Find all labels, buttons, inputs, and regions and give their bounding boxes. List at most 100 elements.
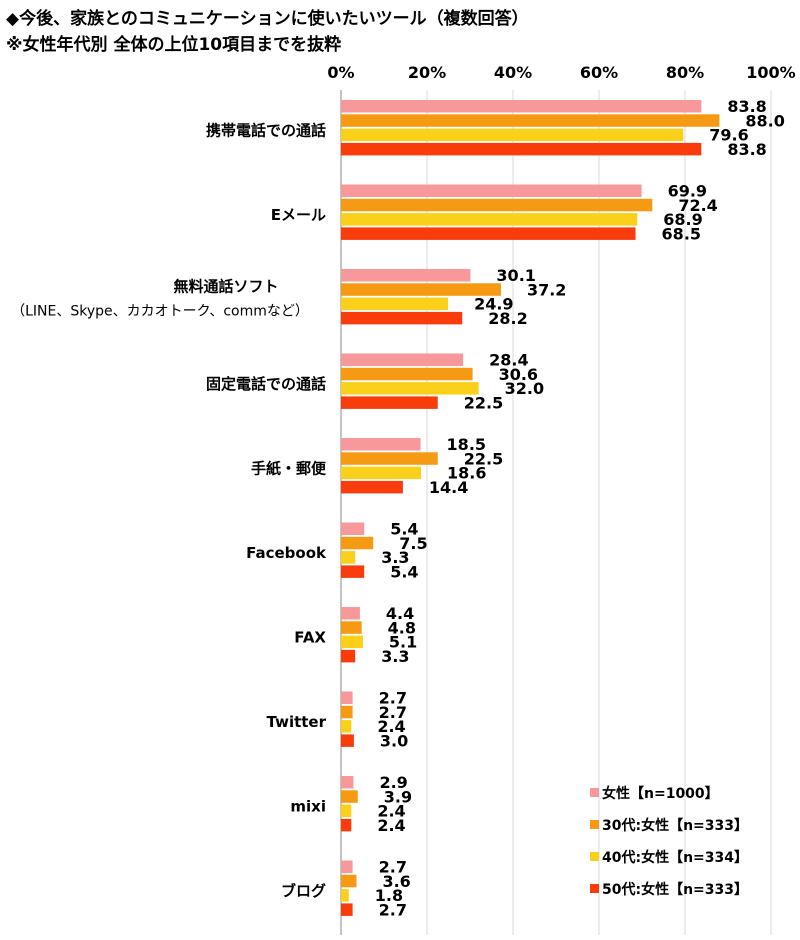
data-label: 2.7 (379, 703, 407, 722)
bar (341, 396, 438, 409)
bar (341, 311, 463, 325)
legend-swatch (590, 884, 599, 893)
data-label: 3.3 (381, 647, 409, 666)
bar (341, 227, 636, 240)
category-label: mixi (290, 797, 326, 815)
data-label: 5.4 (390, 562, 418, 581)
bar (341, 734, 354, 747)
legend-entry: 女性【n=1000】 (602, 785, 719, 802)
data-label: 5.4 (390, 520, 418, 539)
bar (341, 269, 471, 282)
legend-swatch (590, 820, 599, 829)
category-label: Twitter (267, 713, 327, 731)
bar (341, 551, 356, 564)
data-label: 83.8 (727, 140, 766, 159)
data-label: 4.8 (388, 618, 416, 637)
data-label: 72.4 (678, 196, 717, 215)
data-label: 79.6 (709, 126, 748, 145)
bar (341, 184, 642, 197)
category-label: ブログ (281, 882, 326, 900)
bar (341, 128, 684, 142)
bar (341, 114, 720, 127)
legend-swatch (590, 852, 599, 861)
data-label: 2.7 (379, 900, 407, 919)
category-label: Facebook (246, 544, 327, 562)
bar (341, 635, 363, 649)
legend-entry: 30代:女性【n=333】 (602, 817, 748, 834)
data-label: 83.8 (727, 97, 766, 116)
bar (341, 198, 653, 212)
data-label: 22.5 (464, 449, 503, 468)
legend-entry: 50代:女性【n=333】 (602, 881, 748, 898)
data-label: 2.7 (379, 858, 407, 877)
data-label: 18.6 (447, 464, 486, 483)
data-label: 3.3 (381, 548, 409, 567)
data-label: 68.9 (663, 210, 702, 229)
legend-entry: 40代:女性【n=334】 (602, 849, 748, 866)
bar (341, 607, 360, 620)
category-label: 固定電話での通話 (206, 375, 326, 393)
bar (341, 874, 357, 888)
bar (341, 297, 449, 311)
x-tick-label: 80% (666, 63, 704, 82)
bar (341, 213, 638, 226)
legend-swatch (590, 788, 599, 797)
x-tick-label: 100% (746, 63, 795, 82)
category-label: Eメール (271, 206, 326, 224)
data-label: 30.6 (499, 365, 538, 384)
data-label: 68.5 (662, 224, 701, 243)
bar (341, 860, 353, 873)
x-tick-label: 0% (327, 63, 354, 82)
legend: 女性【n=1000】 30代:女性【n=333】 40代:女性【n=334】 50代:… (590, 785, 748, 898)
data-label: 7.5 (399, 534, 427, 553)
x-tick-label: 60% (580, 63, 618, 82)
data-label: 37.2 (527, 280, 566, 299)
data-label: 24.9 (474, 295, 513, 314)
data-label: 2.4 (377, 717, 405, 736)
bar (341, 100, 702, 113)
bar (341, 382, 479, 395)
bar (341, 367, 473, 381)
data-label: 28.2 (488, 309, 527, 328)
value-labels: 83.888.079.683.869.972.468.968.530.137.2… (375, 97, 785, 919)
bar (341, 480, 403, 494)
x-tick-label: 40% (494, 63, 532, 82)
data-label: 14.4 (429, 478, 468, 497)
bar (341, 889, 349, 902)
bar (341, 142, 702, 156)
bar (341, 565, 365, 578)
data-label: 3.0 (380, 731, 408, 750)
data-label: 69.9 (668, 182, 707, 201)
data-label: 2.4 (377, 816, 405, 835)
data-label: 3.6 (382, 872, 410, 891)
bar (341, 705, 353, 719)
category-label: 携帯電話での通話 (206, 121, 326, 139)
bar (341, 283, 501, 296)
bar (341, 776, 354, 789)
bar (341, 818, 352, 832)
bars (341, 100, 720, 916)
data-label: 32.0 (505, 379, 544, 398)
bar (341, 720, 352, 733)
data-label: 30.1 (496, 266, 535, 285)
category-label: FAX (294, 628, 326, 646)
bar (341, 466, 421, 480)
data-label: 3.9 (384, 787, 412, 806)
bar (341, 691, 353, 704)
chart-subtitle: ※女性年代別 全体の上位10項目までを抜粋 (6, 35, 342, 55)
x-axis-ticks: 0% 20% 40% 60% 80% 100% (327, 63, 795, 82)
x-tick-label: 20% (408, 63, 446, 82)
bar (341, 438, 421, 451)
data-label: 5.1 (389, 633, 417, 652)
bar (341, 522, 365, 535)
data-label: 28.4 (489, 351, 528, 370)
bar (341, 621, 362, 634)
data-label: 22.5 (464, 393, 503, 412)
bar (341, 790, 358, 803)
category-label: 手紙・郵便 (251, 459, 327, 477)
data-label: 2.9 (379, 773, 407, 792)
bar (341, 903, 353, 916)
chart-title: ◆今後、家族とのコミュニケーションに使いたいツール（複数回答） (6, 9, 529, 29)
